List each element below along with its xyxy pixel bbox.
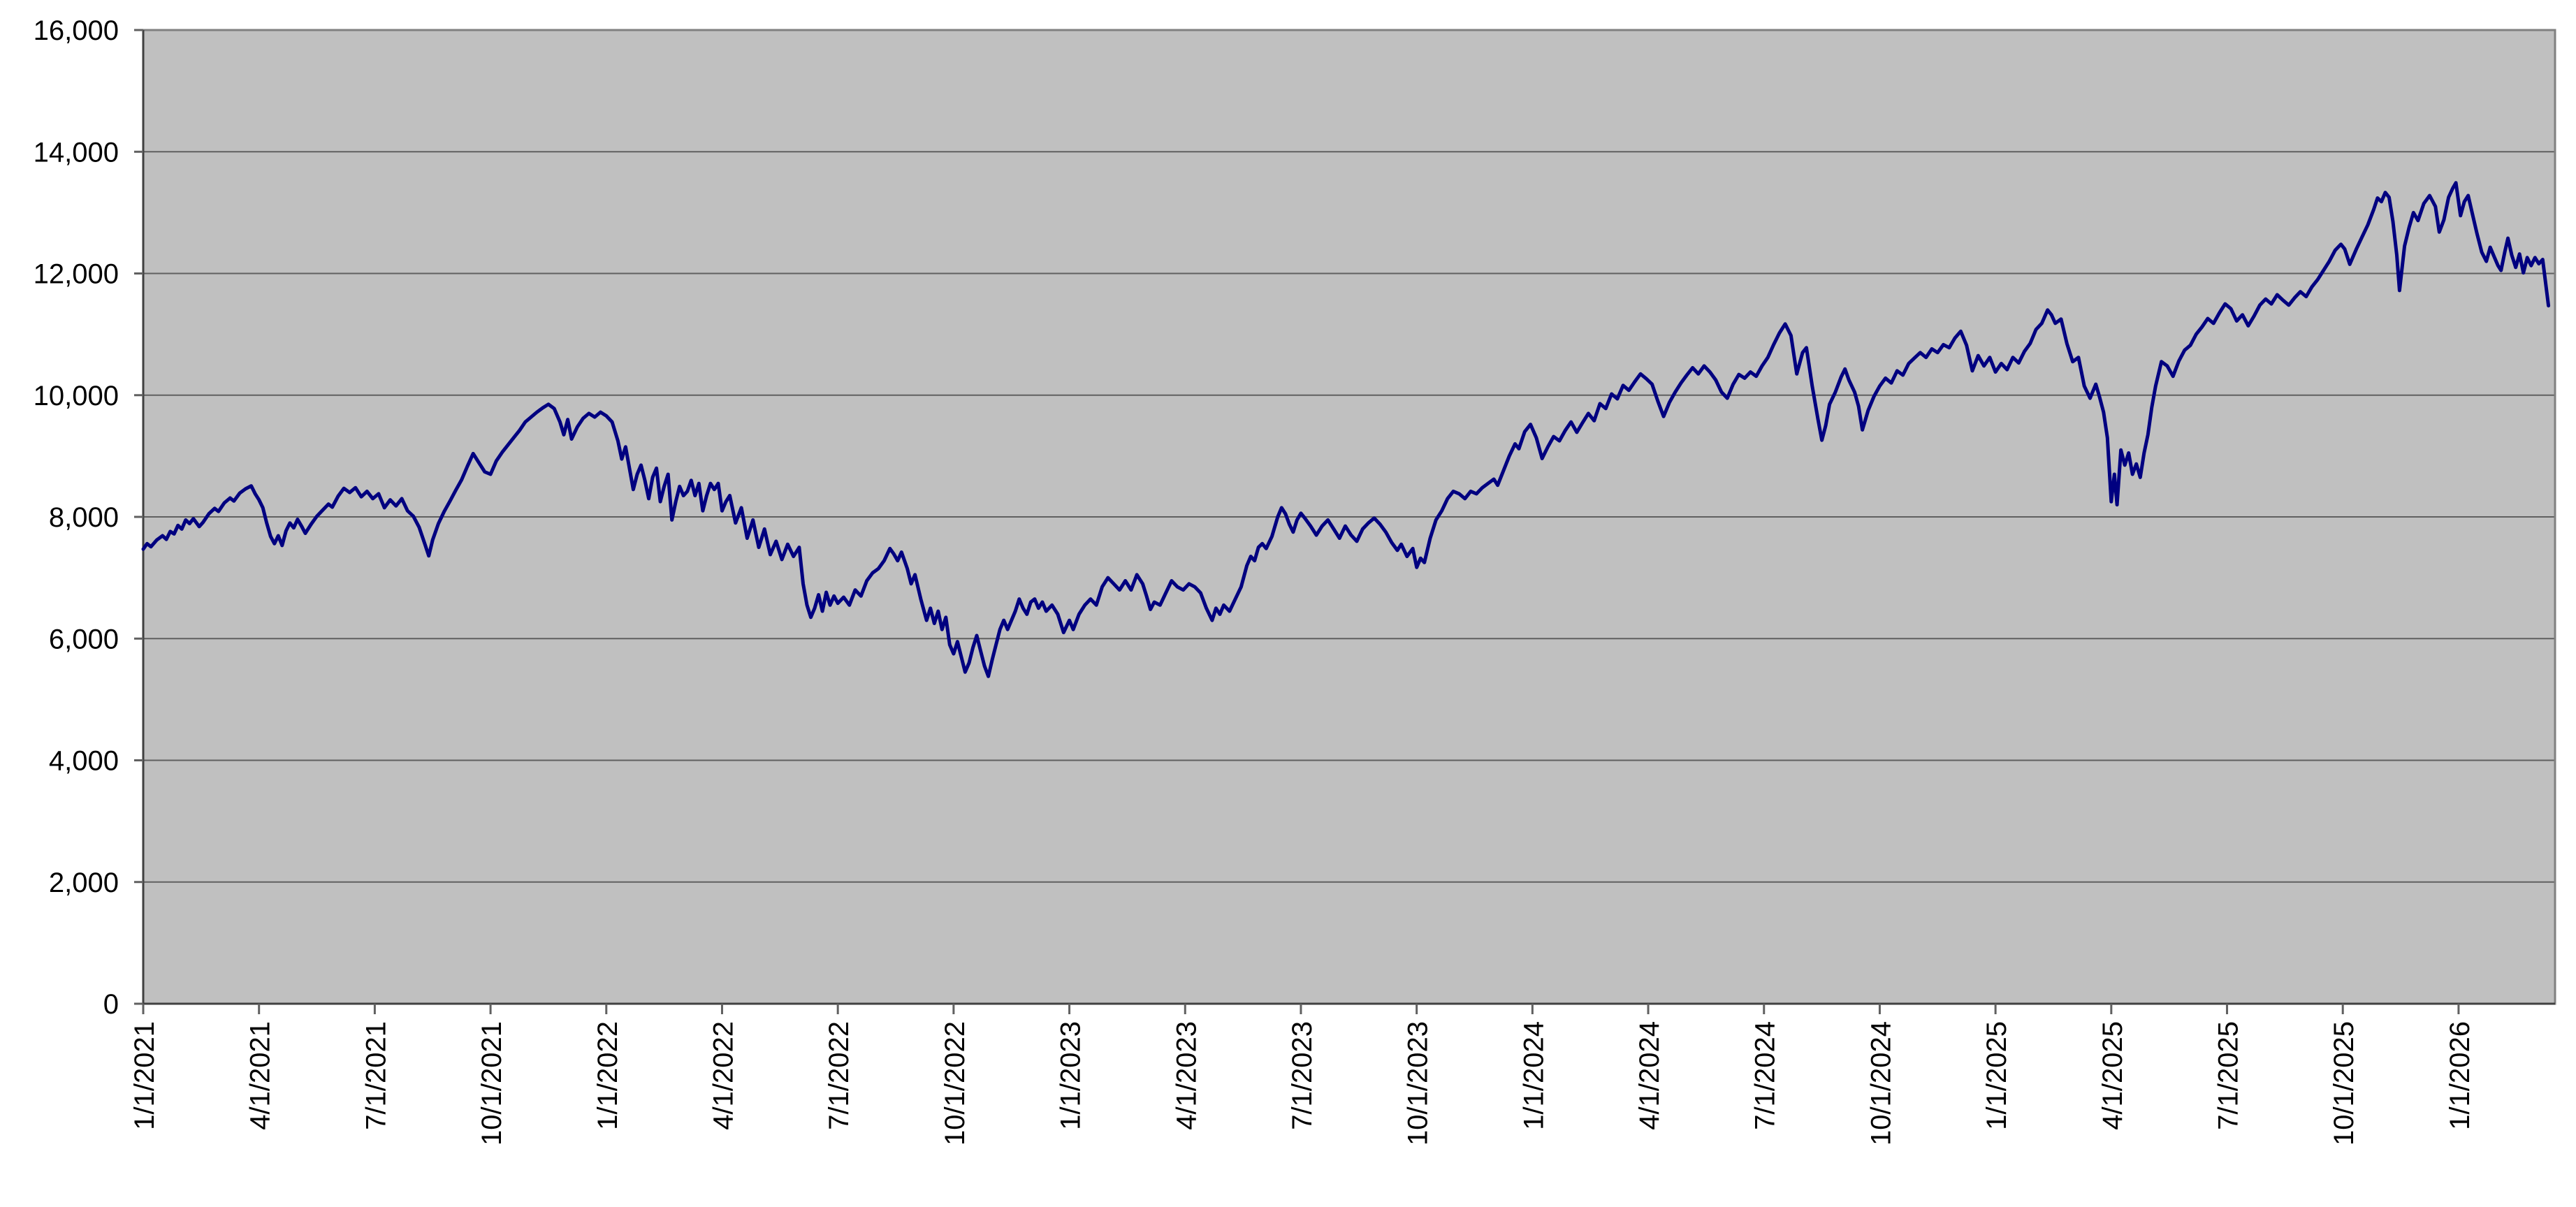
x-axis-tick-label: 10/1/2022 bbox=[940, 1021, 970, 1146]
data-series-line bbox=[141, 181, 2551, 678]
x-axis-tick-label: 10/1/2024 bbox=[1865, 1021, 1896, 1146]
x-axis-tick-label: 1/1/2024 bbox=[1518, 1021, 1549, 1130]
x-axis-tick-label: 4/1/2024 bbox=[1634, 1021, 1665, 1130]
y-axis-tick-label: 14,000 bbox=[34, 137, 119, 168]
y-axis-tick-label: 10,000 bbox=[34, 381, 119, 411]
x-axis-tick-label: 10/1/2021 bbox=[476, 1021, 507, 1146]
y-axis-tick-label: 16,000 bbox=[34, 15, 119, 46]
x-axis-tick-label: 1/1/2026 bbox=[2445, 1021, 2475, 1130]
x-axis-tick-label: 7/1/2024 bbox=[1750, 1021, 1781, 1130]
x-axis-tick-label: 1/1/2023 bbox=[1056, 1021, 1086, 1130]
x-axis-tick-label: 10/1/2023 bbox=[1403, 1021, 1434, 1146]
y-axis-tick-label: 2,000 bbox=[49, 868, 119, 898]
x-axis-tick-label: 1/1/2022 bbox=[592, 1021, 623, 1130]
y-axis-tick-label: 6,000 bbox=[49, 624, 119, 654]
x-axis-tick-label: 1/1/2021 bbox=[129, 1021, 160, 1130]
x-axis-tick-label: 4/1/2021 bbox=[245, 1021, 276, 1130]
x-axis-tick-label: 7/1/2022 bbox=[824, 1021, 854, 1130]
x-axis-tick-label: 4/1/2023 bbox=[1171, 1021, 1202, 1130]
x-axis-tick-label: 4/1/2025 bbox=[2097, 1021, 2128, 1130]
x-axis-tick-label: 7/1/2025 bbox=[2213, 1021, 2244, 1130]
y-axis-tick-label: 0 bbox=[103, 989, 119, 1020]
y-axis-tick-label: 4,000 bbox=[49, 746, 119, 777]
x-axis-tick-label: 7/1/2023 bbox=[1287, 1021, 1318, 1130]
y-axis-tick-label: 12,000 bbox=[34, 259, 119, 290]
x-axis-tick-label: 10/1/2025 bbox=[2329, 1021, 2359, 1146]
x-axis-tick-label: 4/1/2022 bbox=[708, 1021, 738, 1130]
x-axis-tick-label: 1/1/2025 bbox=[1981, 1021, 2012, 1130]
x-axis-tick-label: 7/1/2021 bbox=[361, 1021, 391, 1130]
y-axis-tick-label: 8,000 bbox=[49, 502, 119, 533]
